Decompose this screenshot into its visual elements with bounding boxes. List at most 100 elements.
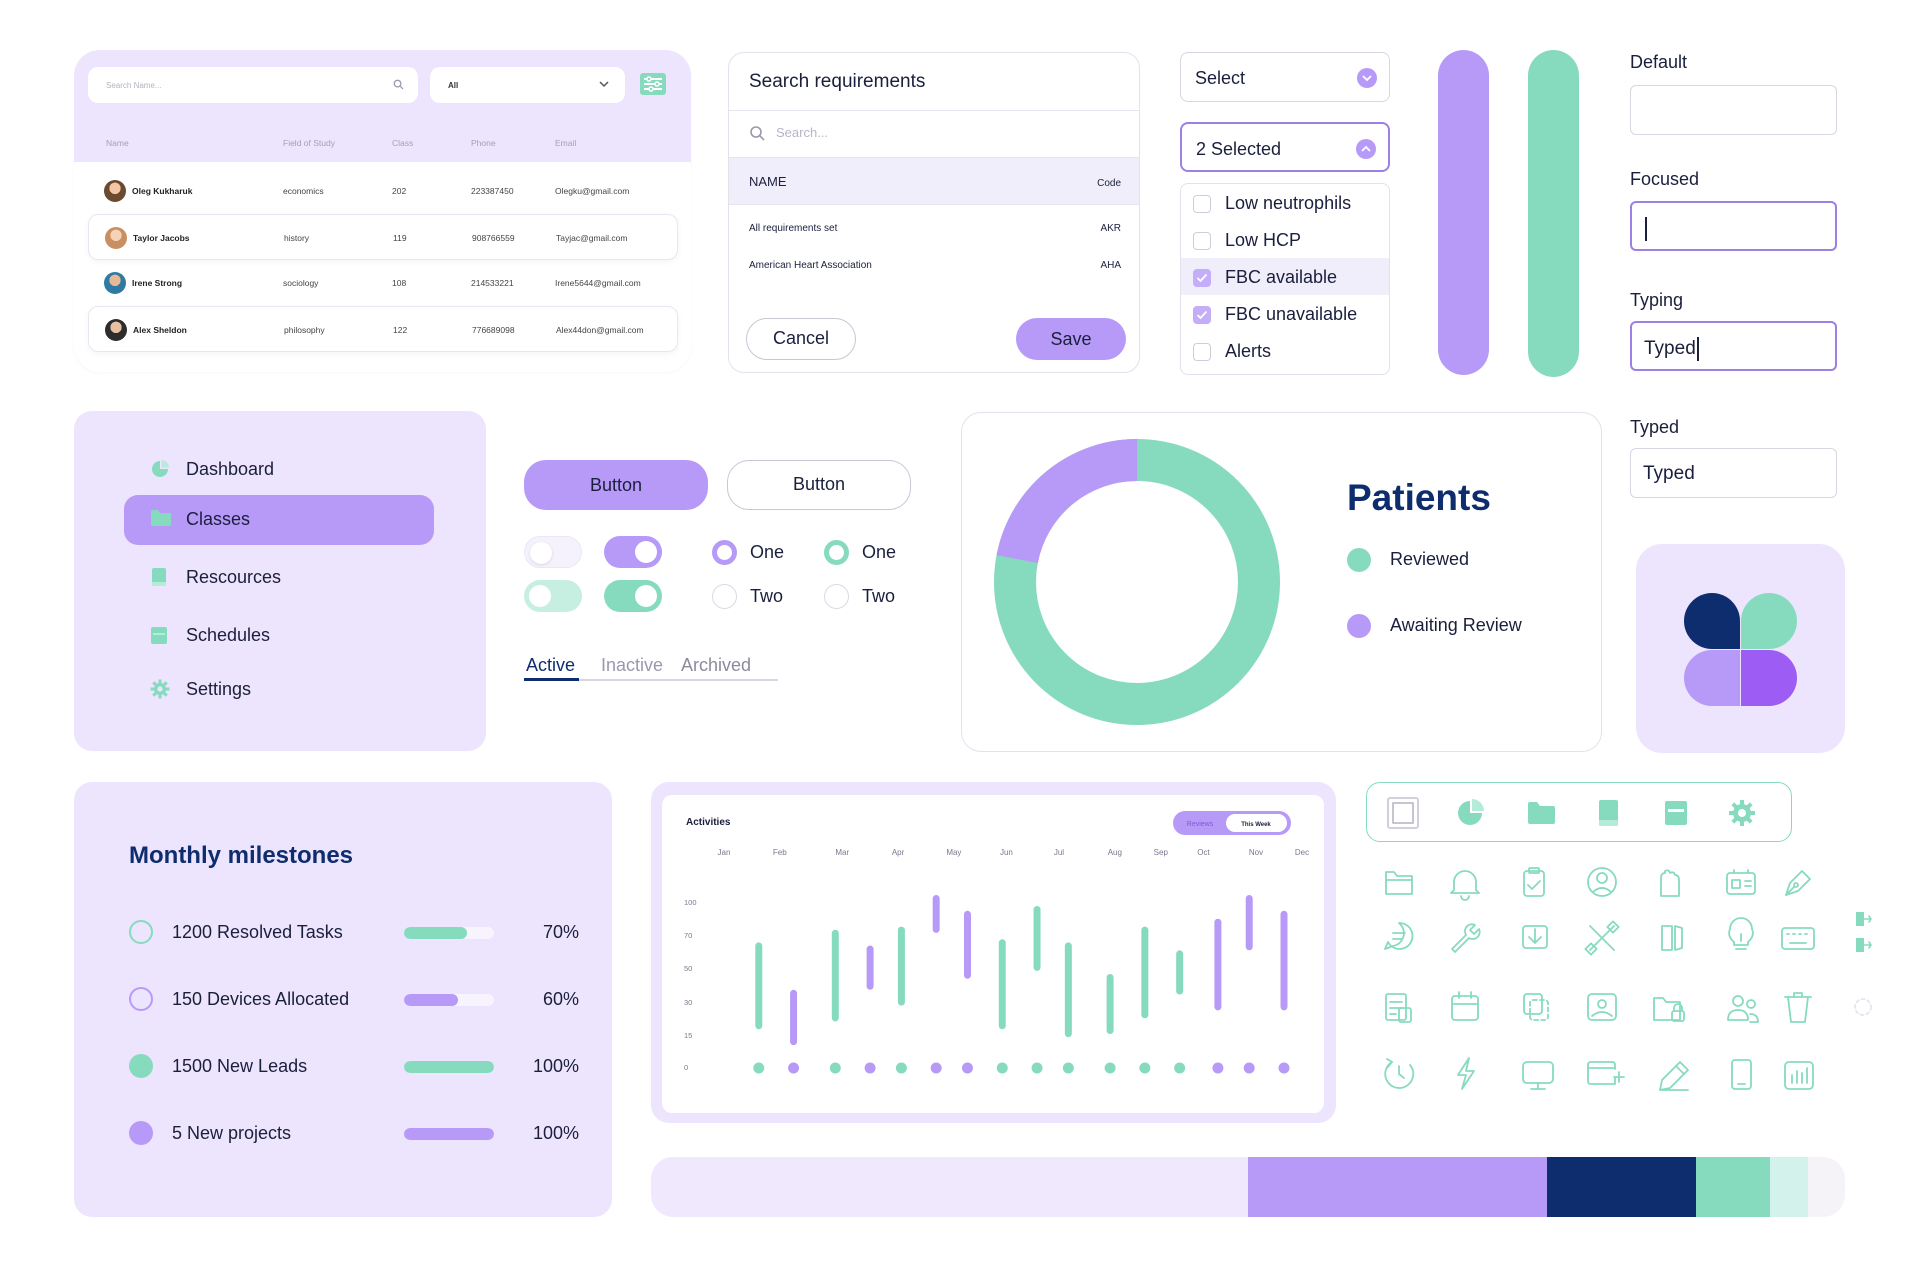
checkbox[interactable]: [1193, 232, 1211, 250]
sidebar-item-settings[interactable]: Settings: [124, 665, 434, 715]
lightning-icon[interactable]: [1457, 1057, 1475, 1090]
input-typing[interactable]: Typed: [1630, 321, 1837, 371]
bell-icon[interactable]: [1450, 870, 1480, 901]
keyboard-icon[interactable]: [1781, 927, 1815, 950]
select-default[interactable]: Select: [1180, 52, 1390, 102]
radio-mint-two[interactable]: Two: [824, 584, 895, 609]
purple-scrollbar-pill[interactable]: [1438, 50, 1489, 375]
input-default[interactable]: [1630, 85, 1837, 135]
tab-archived[interactable]: Archived: [681, 655, 752, 675]
sidebar-item-dashboard[interactable]: Dashboard: [124, 445, 434, 495]
sidebar-nav: Dashboard Classes Rescources Schedules S…: [74, 411, 486, 751]
checkbox-checked[interactable]: [1193, 269, 1211, 287]
card-add-icon[interactable]: [1587, 1061, 1625, 1085]
option-low-neutrophils[interactable]: Low neutrophils: [1181, 184, 1389, 221]
table-row[interactable]: Taylor Jacobs history 119 908766559 Tayj…: [88, 214, 678, 260]
chat-icon[interactable]: [1384, 922, 1414, 950]
option-alerts[interactable]: Alerts: [1181, 332, 1389, 369]
option-fbc-available[interactable]: FBC available: [1181, 258, 1389, 295]
logout-icon[interactable]: [1856, 912, 1872, 926]
book-open-icon[interactable]: [1661, 925, 1683, 951]
milestone-status-circle: [129, 920, 153, 944]
chart-icon[interactable]: [1784, 1061, 1814, 1090]
save-button[interactable]: Save: [1016, 318, 1126, 360]
radio-purple-one[interactable]: One: [712, 540, 784, 565]
chart-baseline-dot: [1212, 1062, 1224, 1074]
mint-scrollbar-pill[interactable]: [1528, 50, 1579, 377]
gear-icon[interactable]: [1729, 800, 1755, 826]
input-focused[interactable]: [1630, 201, 1837, 251]
col-phone[interactable]: Phone: [471, 138, 496, 148]
monitor-icon[interactable]: [1522, 1061, 1554, 1090]
wrench-icon[interactable]: [1451, 923, 1481, 953]
option-label: FBC available: [1225, 267, 1338, 287]
select-open[interactable]: 2 Selected: [1180, 122, 1390, 172]
input-typed[interactable]: Typed: [1630, 448, 1837, 498]
sidebar-item-schedules[interactable]: Schedules: [124, 611, 434, 661]
trash-icon[interactable]: [1784, 992, 1812, 1023]
option-fbc-unavailable[interactable]: FBC unavailable: [1181, 295, 1389, 332]
table-row[interactable]: Alex Sheldon philosophy 122 776689098 Al…: [88, 306, 678, 352]
document-icon[interactable]: [1385, 993, 1412, 1023]
palette-swatch: [1695, 1157, 1771, 1217]
pen-nib-icon[interactable]: [1785, 870, 1811, 896]
folder-icon[interactable]: [1385, 871, 1413, 895]
image-icon[interactable]: [1587, 993, 1617, 1021]
table-search-input[interactable]: Search Name...: [88, 67, 418, 103]
square-icon[interactable]: [1387, 797, 1419, 829]
filter-settings-icon[interactable]: [640, 73, 666, 95]
header-name[interactable]: NAME: [749, 174, 787, 189]
table-filter-select[interactable]: All: [430, 67, 625, 103]
clipboard-check-icon[interactable]: [1523, 867, 1545, 897]
option-low-hcp[interactable]: Low HCP: [1181, 221, 1389, 258]
checkbox[interactable]: [1193, 343, 1211, 361]
table-row[interactable]: Irene Strong sociology 108 214533221 Ire…: [88, 260, 678, 306]
tab-active[interactable]: Active: [526, 655, 576, 675]
radio-purple-two[interactable]: Two: [712, 584, 783, 609]
book-icon[interactable]: [1599, 800, 1618, 826]
calendar-icon[interactable]: [1451, 991, 1479, 1021]
folder-lock-icon[interactable]: [1653, 997, 1685, 1022]
toggle-purple-on[interactable]: [604, 536, 662, 568]
tab-inactive[interactable]: Inactive: [601, 655, 664, 675]
checkbox-checked[interactable]: [1193, 306, 1211, 324]
col-email[interactable]: Email: [555, 138, 577, 148]
lightbulb-icon[interactable]: [1728, 917, 1754, 950]
header-code[interactable]: Code: [1097, 178, 1121, 189]
phone-icon[interactable]: [1731, 1059, 1752, 1090]
download-icon[interactable]: [1522, 925, 1548, 949]
checkbox[interactable]: [1193, 195, 1211, 213]
radio-mint-one[interactable]: One: [824, 540, 896, 565]
col-name[interactable]: Name: [106, 138, 129, 148]
toggle-purple-off[interactable]: [524, 536, 582, 568]
sidebar-item-resources[interactable]: Rescources: [124, 553, 434, 603]
x-tick-label: Nov: [1249, 848, 1263, 857]
id-card-icon[interactable]: [1726, 869, 1756, 895]
col-field[interactable]: Field of Study: [283, 138, 335, 148]
folder-icon: [151, 510, 171, 526]
users-icon[interactable]: [1727, 995, 1759, 1023]
hand-icon[interactable]: [1660, 869, 1680, 897]
primary-button[interactable]: Button: [524, 460, 708, 510]
tools-icon[interactable]: [1584, 920, 1620, 956]
sidebar-item-classes[interactable]: Classes: [124, 495, 434, 545]
col-class[interactable]: Class: [392, 138, 414, 148]
timer-icon[interactable]: [1384, 1058, 1415, 1089]
requirement-item[interactable]: American Heart Association: [749, 260, 872, 271]
pie-icon[interactable]: [1458, 799, 1484, 825]
user-circle-icon[interactable]: [1587, 867, 1617, 897]
toggle-mint-off[interactable]: [524, 580, 582, 612]
chart-baseline-dot: [753, 1062, 765, 1074]
calendar-icon[interactable]: [1665, 801, 1687, 825]
secondary-button[interactable]: Button: [727, 460, 911, 510]
toggle-mint-on[interactable]: [604, 580, 662, 612]
logout-icon[interactable]: [1856, 938, 1872, 952]
requirement-item[interactable]: All requirements set: [749, 223, 838, 234]
copy-icon[interactable]: [1523, 993, 1549, 1021]
table-row[interactable]: Oleg Kukharuk economics 202 223387450 Ol…: [88, 168, 678, 214]
requirements-search-input[interactable]: Search...: [749, 125, 828, 141]
pencil-icon[interactable]: [1659, 1061, 1689, 1091]
chart-period-toggle[interactable]: Reviews This Week: [1173, 811, 1291, 835]
cancel-button[interactable]: Cancel: [746, 318, 856, 360]
folder-icon[interactable]: [1528, 802, 1555, 824]
